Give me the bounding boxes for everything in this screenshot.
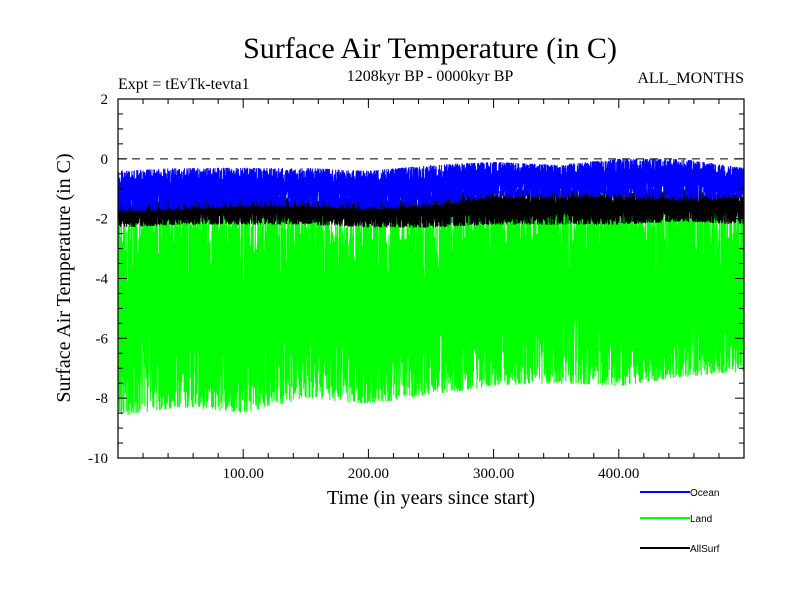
series-line-land (118, 195, 744, 415)
x-tick-label: 300.00 (473, 466, 514, 482)
time-range-label: 1208kyr BP - 0000kyr BP (347, 68, 514, 85)
chart-title: Surface Air Temperature (in C) (243, 32, 617, 65)
series-line-ocean (118, 158, 744, 213)
months-label: ALL_MONTHS (637, 70, 744, 87)
y-tick-label: 0 (101, 152, 109, 168)
y-tick-label: -10 (88, 451, 108, 467)
ticks-layer (118, 98, 744, 459)
series-line-allsurf (118, 188, 744, 228)
y-tick-label: -4 (96, 272, 109, 288)
y-tick-label: 2 (101, 92, 109, 108)
y-axis-label: Surface Air Temperature (in C) (53, 153, 75, 402)
x-axis-label: Time (in years since start) (327, 487, 535, 509)
x-tick-label: 100.00 (223, 466, 264, 482)
legend-label-land: Land (690, 514, 712, 525)
series-layer (118, 158, 744, 415)
legend: Ocean Land AllSurf (640, 488, 720, 555)
legend-label-ocean: Ocean (690, 488, 719, 499)
y-tick-label: -6 (96, 331, 109, 347)
y-tick-labels: 2 0 -2 -4 -6 -8 -10 (88, 92, 108, 467)
legend-label-allsurf: AllSurf (690, 544, 720, 555)
experiment-label: Expt = tEvTk-tevta1 (118, 76, 250, 93)
x-tick-labels: 100.00 200.00 300.00 400.00 (223, 466, 640, 482)
y-tick-label: -2 (96, 212, 109, 228)
x-tick-label: 200.00 (348, 466, 389, 482)
y-tick-label: -8 (96, 391, 109, 407)
x-tick-label: 400.00 (598, 466, 639, 482)
